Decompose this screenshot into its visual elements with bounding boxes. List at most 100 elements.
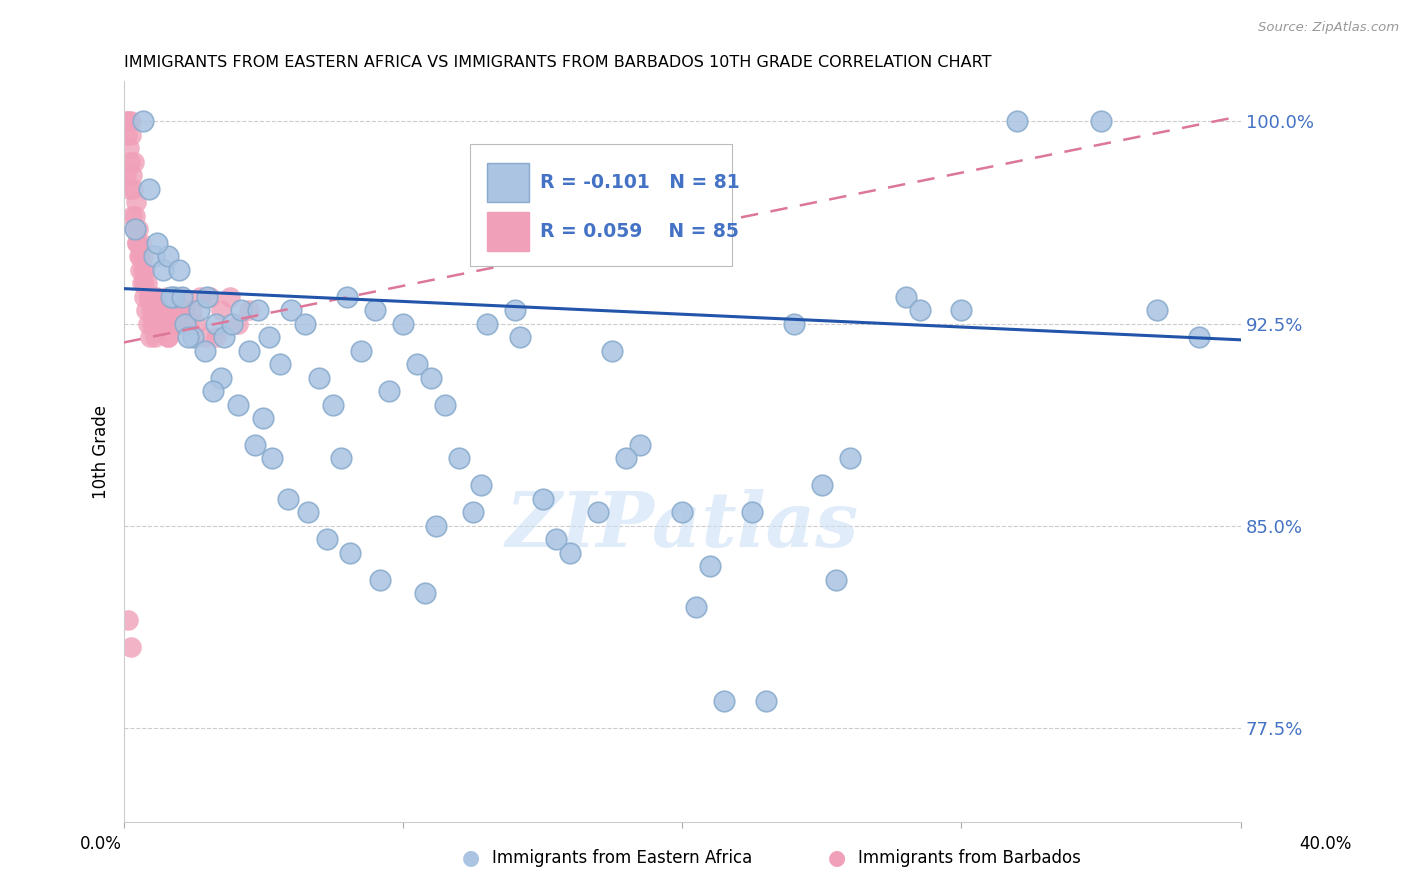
Point (142, 303, 165, 318)
Point (405, 357, 427, 371)
Point (195, 290, 218, 304)
Point (148, 303, 170, 318)
Point (614, 451, 637, 466)
Point (145, 290, 167, 304)
Point (120, 128, 142, 142)
Point (143, 249, 166, 263)
Point (141, 317, 163, 331)
FancyBboxPatch shape (470, 144, 733, 267)
Point (503, 303, 526, 318)
Point (560, 546, 582, 560)
Text: 0.0%: 0.0% (80, 835, 122, 853)
Text: ●: ● (828, 848, 845, 868)
Point (209, 303, 232, 318)
Point (685, 599, 707, 614)
Point (152, 303, 174, 318)
Point (277, 491, 299, 506)
Point (470, 478, 492, 492)
Point (118, 182, 141, 196)
Point (121, 209, 143, 223)
Text: R = 0.059    N = 85: R = 0.059 N = 85 (540, 222, 740, 241)
Point (297, 505, 319, 519)
Point (131, 277, 153, 291)
Point (204, 317, 226, 331)
Point (169, 303, 191, 318)
Point (174, 317, 197, 331)
Point (713, 694, 735, 708)
Point (120, 640, 142, 655)
Point (143, 330, 166, 344)
Point (475, 317, 498, 331)
Point (129, 235, 152, 250)
Point (157, 303, 180, 318)
Point (378, 384, 401, 398)
Point (173, 303, 195, 318)
Point (170, 290, 193, 304)
Point (201, 384, 224, 398)
Point (166, 317, 188, 331)
Point (122, 182, 145, 196)
Point (183, 330, 205, 344)
Point (143, 317, 166, 331)
Point (350, 343, 373, 358)
Text: ZIPatlas: ZIPatlas (506, 489, 859, 563)
Point (169, 262, 191, 277)
Point (602, 343, 624, 358)
Point (132, 114, 155, 128)
Point (894, 290, 917, 304)
Point (212, 330, 235, 344)
Point (124, 209, 146, 223)
Point (125, 235, 148, 250)
Point (177, 317, 200, 331)
Point (838, 451, 860, 466)
Point (364, 303, 387, 318)
Point (148, 317, 170, 331)
Point (174, 303, 197, 318)
Point (165, 303, 187, 318)
Point (433, 398, 456, 412)
Text: 40.0%: 40.0% (1299, 835, 1353, 853)
Point (153, 303, 176, 318)
Point (141, 303, 163, 318)
Point (699, 559, 721, 574)
Point (134, 262, 156, 277)
Point (145, 317, 167, 331)
Point (163, 290, 186, 304)
Point (118, 155, 141, 169)
Point (172, 290, 194, 304)
Point (152, 262, 174, 277)
Point (221, 317, 243, 331)
Point (204, 330, 226, 344)
Text: ●: ● (463, 848, 479, 868)
Point (370, 573, 392, 587)
Point (413, 586, 436, 600)
Point (139, 290, 162, 304)
Point (392, 317, 415, 331)
Point (193, 343, 215, 358)
Point (193, 330, 215, 344)
Point (755, 694, 778, 708)
Point (153, 317, 176, 331)
Point (950, 303, 973, 318)
Point (160, 290, 183, 304)
Point (114, 114, 136, 128)
Point (155, 317, 177, 331)
Point (226, 317, 249, 331)
Point (1188, 330, 1211, 344)
Point (142, 290, 165, 304)
FancyBboxPatch shape (486, 212, 529, 251)
Point (824, 573, 846, 587)
Point (124, 222, 146, 236)
Point (294, 317, 316, 331)
Point (198, 290, 221, 304)
Point (138, 290, 160, 304)
Point (226, 398, 249, 412)
Point (209, 370, 232, 384)
Point (218, 290, 240, 304)
Point (127, 235, 149, 250)
Point (308, 370, 330, 384)
Point (1090, 114, 1112, 128)
Point (150, 317, 173, 331)
Point (339, 546, 361, 560)
Point (1007, 114, 1029, 128)
